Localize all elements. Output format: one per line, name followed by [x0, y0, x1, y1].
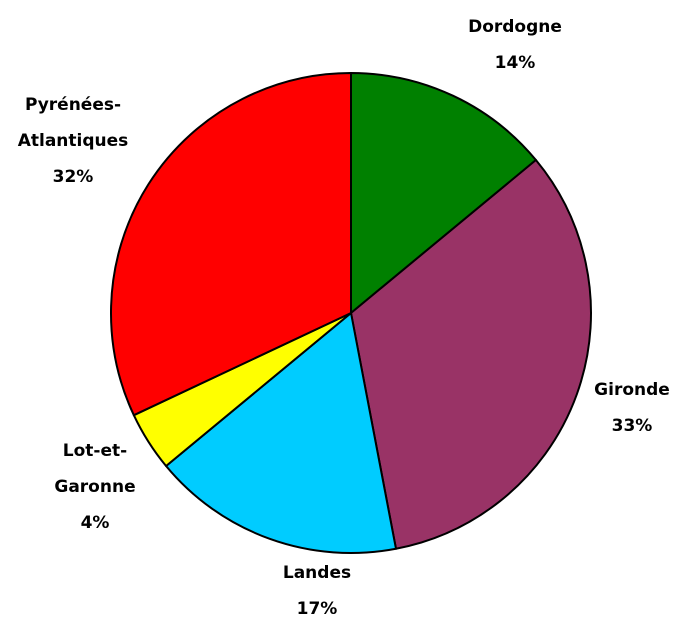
pie-slice: [165, 312, 397, 554]
percent-label: 32%: [52, 167, 94, 187]
slice-label: Landes 17%: [242, 555, 392, 627]
percent-label: 4%: [80, 513, 110, 533]
pie-slice: [350, 159, 592, 550]
category-name: Dordogne: [468, 17, 562, 37]
category-name: Pyrénées-Atlantiques: [17, 95, 129, 151]
percent-label: 14%: [494, 53, 536, 73]
category-name: Gironde: [594, 380, 670, 400]
pie-slice: [110, 72, 352, 417]
slice-label: Dordogne 14%: [440, 9, 590, 81]
percent-label: 17%: [296, 599, 338, 619]
slice-label: Gironde 33%: [557, 372, 685, 444]
category-name: Landes: [282, 563, 352, 583]
percent-label: 33%: [611, 416, 653, 436]
category-name: Lot-et-Garonne: [54, 441, 136, 497]
slice-label: Lot-et-Garonne 4%: [20, 433, 170, 541]
pie-slice: [350, 72, 537, 314]
slice-label: Pyrénées-Atlantiques 32%: [0, 87, 148, 195]
